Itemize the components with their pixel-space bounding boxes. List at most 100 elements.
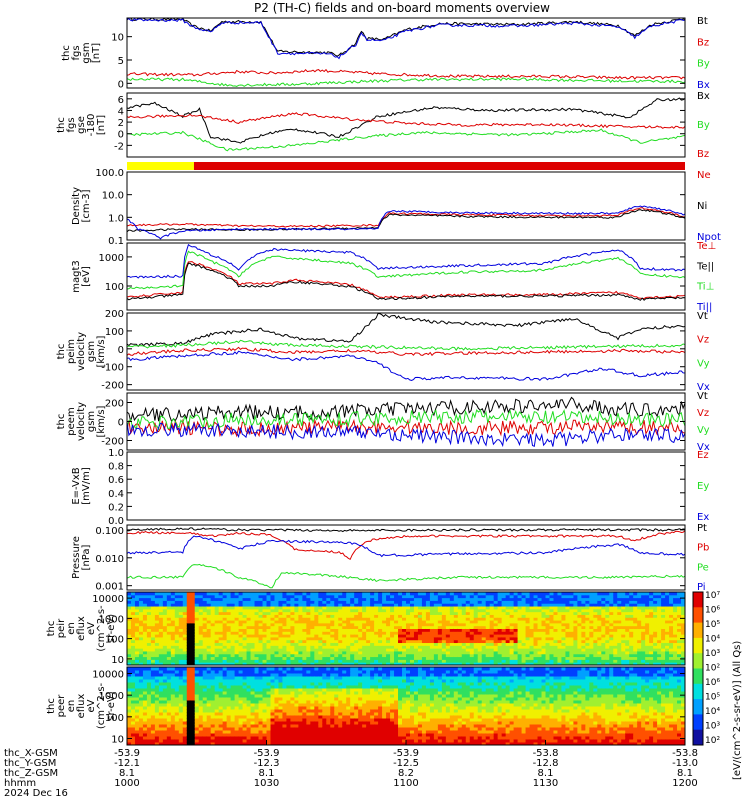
- spectrogram-cell: [601, 606, 606, 610]
- spectrogram-cell: [645, 631, 650, 635]
- spectrogram-cell: [473, 639, 479, 644]
- spectrogram-cell: [142, 603, 148, 607]
- spectrogram-cell: [653, 594, 658, 599]
- spectrogram-cell: [250, 606, 256, 610]
- spectrogram-cell: [505, 594, 511, 599]
- spectrogram-cell: [633, 620, 638, 624]
- spectrogram-cell: [234, 608, 240, 613]
- spectrogram-cell: [242, 721, 248, 725]
- spectrogram-cell: [601, 592, 606, 596]
- spectrogram-cell: [174, 715, 180, 719]
- spectrogram-cell: [234, 606, 240, 610]
- spectrogram-cell: [278, 739, 283, 743]
- spectrogram-cell: [186, 620, 192, 624]
- spectrogram-cell: [298, 742, 303, 746]
- spectrogram-cell: [645, 620, 650, 624]
- spectrogram-cell: [581, 592, 586, 596]
- spectrogram-cell: [262, 736, 267, 740]
- spectrogram-cell: [234, 645, 240, 649]
- spectrogram-cell: [513, 636, 519, 641]
- spectrogram-cell: [433, 608, 439, 613]
- spectrogram-cell: [246, 736, 252, 740]
- spectrogram-cell: [661, 597, 666, 601]
- spectrogram-cell: [533, 617, 539, 621]
- spectrogram-cell: [509, 608, 515, 613]
- spectrogram-cell: [362, 628, 367, 632]
- spectrogram-cell: [645, 625, 650, 629]
- spectrogram-cell: [286, 694, 291, 698]
- spectrogram-cell: [298, 691, 303, 695]
- spectrogram-cell: [166, 639, 172, 644]
- spectrogram-cell: [230, 656, 236, 660]
- spectrogram-cell: [294, 700, 299, 704]
- spectrogram-cell: [262, 718, 267, 722]
- y-tick-label: 1.0: [108, 213, 124, 224]
- spectrogram-cell: [138, 700, 144, 704]
- spectrogram-cell: [398, 611, 403, 615]
- spectrogram-cell: [433, 639, 439, 644]
- spectrogram-cell: [238, 653, 244, 658]
- spectrogram-cell: [302, 606, 307, 610]
- spectrogram-cell: [437, 662, 443, 666]
- spectrogram-cell: [242, 727, 248, 731]
- spectrogram-cell: [378, 650, 383, 655]
- spectrogram-cell: [597, 611, 602, 615]
- spectrogram-cell: [158, 606, 164, 610]
- spectrogram-cell: [637, 645, 642, 649]
- spectrogram-cell: [398, 628, 403, 632]
- spectrogram-cell: [334, 645, 339, 649]
- spectrogram-cell: [390, 645, 395, 649]
- spectrogram-cell: [517, 597, 523, 601]
- spectrogram-cell: [445, 645, 451, 649]
- spectrogram-cell: [613, 611, 618, 615]
- spectrogram-cell: [170, 597, 176, 601]
- spectrogram-cell: [362, 650, 367, 655]
- spectrogram-cell: [557, 614, 562, 618]
- spectrogram-cell: [162, 656, 168, 660]
- spectrogram-cell: [537, 611, 543, 615]
- spectrogram-cell: [294, 673, 299, 677]
- spectrogram-cell: [525, 620, 531, 624]
- spectrogram-cell: [174, 617, 180, 621]
- spectrogram-cell: [529, 603, 535, 607]
- spectrogram-cell: [266, 679, 271, 683]
- spectrogram-cell: [469, 622, 475, 627]
- spectrogram-cell: [294, 631, 299, 635]
- spectrogram-cell: [402, 603, 407, 607]
- spectrogram-cell: [242, 611, 248, 615]
- spectrogram-cell: [437, 600, 443, 604]
- spectrogram-cell: [198, 603, 204, 607]
- series-vx-line: [126, 421, 686, 448]
- spectrogram-cell: [198, 622, 204, 627]
- spectrogram-cell: [413, 611, 419, 615]
- spectrogram-cell: [146, 628, 152, 632]
- spectrogram-cell: [182, 679, 188, 683]
- spectrogram-cell: [461, 592, 467, 596]
- spectrogram-cell: [553, 653, 558, 658]
- spectrogram-cell: [517, 645, 523, 649]
- series-ti-line: [126, 250, 686, 290]
- spectrogram-cell: [505, 645, 511, 649]
- spectrogram-cell: [417, 617, 423, 621]
- spectrogram-cell: [246, 691, 252, 695]
- y-tick-label: -2: [114, 141, 124, 152]
- spectrogram-cell: [266, 691, 271, 695]
- spectrogram-cell: [677, 631, 682, 635]
- spectrogram-cell: [453, 620, 459, 624]
- spectrogram-cell: [609, 597, 614, 601]
- spectrogram-cell: [629, 597, 634, 601]
- spectrogram-cell: [246, 739, 252, 743]
- spectrogram-cell: [390, 606, 395, 610]
- spectrogram-cell: [182, 662, 188, 666]
- spectrogram-cell: [194, 600, 200, 604]
- spectrogram-cell: [366, 606, 371, 610]
- spectrogram-cell: [338, 656, 343, 660]
- spectrogram-cell: [429, 648, 435, 652]
- spectrogram-cell: [406, 662, 411, 666]
- spectrogram-cell: [274, 676, 279, 680]
- spectrogram-cell: [549, 628, 554, 632]
- spectrogram-cell: [541, 597, 546, 601]
